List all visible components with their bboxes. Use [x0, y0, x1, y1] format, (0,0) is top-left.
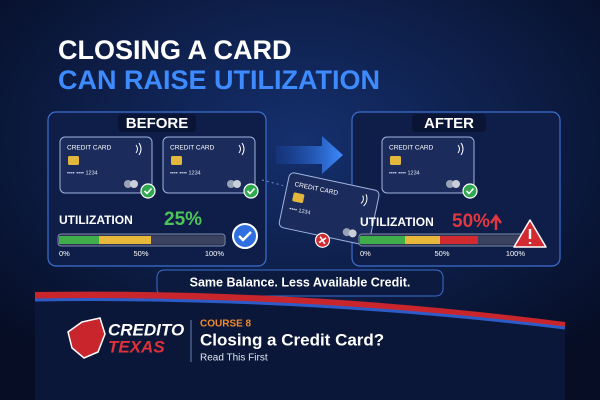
- card-chip: [390, 156, 401, 165]
- check-mark: [143, 187, 153, 195]
- before-label-bg: [118, 114, 196, 132]
- gauge-segment: [405, 236, 440, 244]
- utilization-label: UTILIZATION: [59, 213, 133, 227]
- card-logo: [446, 180, 454, 188]
- card-name: CREDIT CARD: [67, 145, 112, 152]
- gauge-segment: [440, 236, 478, 244]
- gauge-segment: [151, 236, 224, 244]
- credit-card: CREDIT CARD •••• •••• 1234: [162, 136, 259, 199]
- brand-line2: TEXAS: [108, 337, 165, 356]
- card-number: •••• •••• 1234: [67, 170, 98, 176]
- scale-label: 50%: [434, 249, 449, 258]
- card-chip: [171, 156, 182, 165]
- card-logo: [124, 180, 132, 188]
- banner-text: Same Balance. Less Available Credit.: [190, 275, 411, 289]
- scale-label: 100%: [506, 249, 526, 258]
- scale-label: 0%: [59, 249, 70, 258]
- dotted-line: [261, 179, 286, 187]
- card-logo: [452, 180, 460, 188]
- contactless: [135, 142, 142, 156]
- banner: [156, 269, 444, 297]
- course: COURSE 8: [200, 319, 252, 330]
- utilization-label: UTILIZATION: [360, 215, 434, 229]
- contactless: [360, 194, 368, 207]
- after-label: AFTER: [424, 115, 474, 132]
- check-badge: [462, 183, 478, 199]
- scale-label: 100%: [205, 249, 225, 258]
- footer-title: Closing a Credit Card?: [200, 330, 384, 349]
- credit-card: CREDIT CARD •••• •••• 1234: [59, 136, 156, 199]
- card-logo: [227, 180, 235, 188]
- card-chip: [68, 156, 79, 165]
- footer-subtitle: Read This First: [200, 353, 268, 364]
- utilization-value: 25%: [164, 209, 202, 230]
- card-chip: [292, 192, 305, 204]
- footer-bg: [35, 299, 565, 400]
- card-logo: [130, 180, 138, 188]
- gauge-segment: [99, 236, 151, 244]
- check-badge: [140, 183, 156, 199]
- card-logo: [348, 229, 357, 238]
- before-label: BEFORE: [126, 115, 189, 132]
- blue-stripe: [34, 298, 566, 330]
- contactless: [238, 142, 245, 156]
- credit-card: CREDIT CARD •••• •••• 1234: [381, 136, 478, 199]
- check-mark: [246, 187, 256, 195]
- card-number: •••• •••• 1234: [170, 170, 201, 176]
- title-line2: CAN RAISE UTILIZATION: [58, 65, 380, 95]
- card-body: [162, 136, 256, 194]
- credit-card: CREDIT CARD•••• 1234: [278, 172, 380, 248]
- x-mark: [318, 236, 327, 245]
- title-line1: CLOSING A CARD: [58, 35, 292, 65]
- brand-line1: CREDITO: [108, 320, 184, 339]
- card-name: CREDIT CARD: [389, 145, 434, 152]
- up-arrow: [489, 213, 503, 230]
- check-seal: [232, 223, 258, 249]
- after-label-bg: [412, 114, 486, 132]
- logo-shield: [67, 317, 106, 359]
- gauge-segment: [59, 236, 99, 244]
- card-number: •••• 1234: [289, 206, 311, 216]
- check-mark: [465, 187, 475, 195]
- utilization-value: 50%: [452, 211, 490, 232]
- scale-label: 0%: [360, 249, 371, 258]
- gauge-segment: [478, 236, 525, 244]
- card-body: [59, 136, 153, 194]
- card-number: •••• •••• 1234: [389, 170, 420, 176]
- contactless: [457, 142, 464, 156]
- card-logo: [233, 180, 241, 188]
- seal-check: [238, 231, 252, 242]
- check-badge: [243, 183, 259, 199]
- card-name: CREDIT CARD: [170, 145, 215, 152]
- arrow: [276, 136, 343, 174]
- scale-label: 50%: [133, 249, 148, 258]
- gauge-segment: [360, 236, 405, 244]
- card-body: [381, 136, 475, 194]
